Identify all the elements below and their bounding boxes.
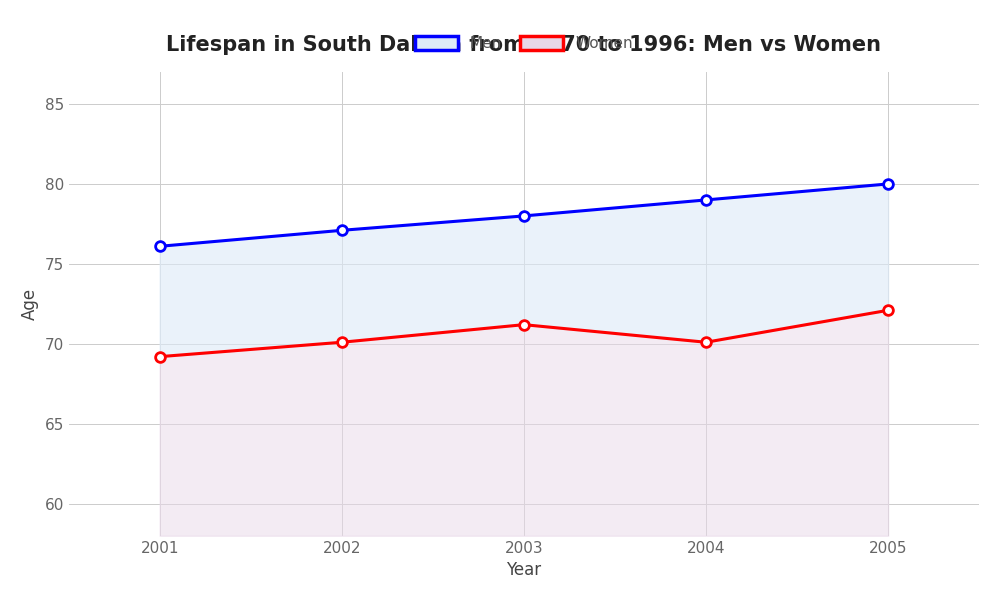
Title: Lifespan in South Dakota from 1970 to 1996: Men vs Women: Lifespan in South Dakota from 1970 to 19… (166, 35, 881, 55)
Y-axis label: Age: Age (21, 288, 39, 320)
Legend: Men, Women: Men, Women (407, 29, 641, 59)
X-axis label: Year: Year (506, 561, 541, 579)
